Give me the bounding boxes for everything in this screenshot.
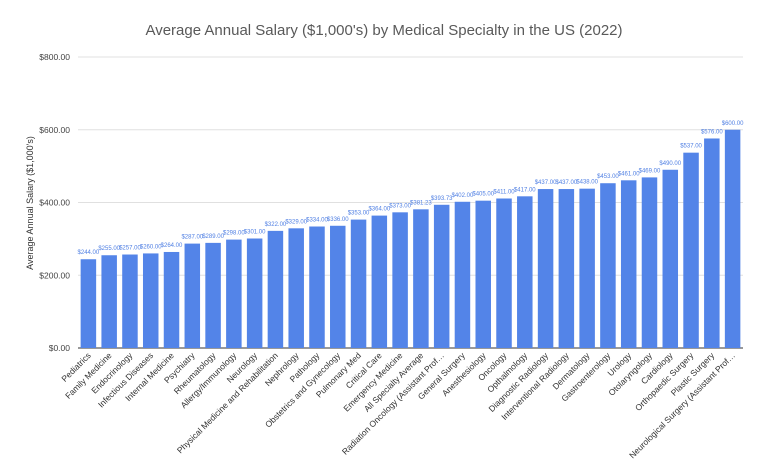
bar xyxy=(122,254,138,348)
data-label: $244.00 xyxy=(78,250,100,256)
bar xyxy=(246,238,263,348)
data-label: $600.00 xyxy=(722,121,744,127)
bar xyxy=(350,219,367,348)
data-label: $336.00 xyxy=(327,217,349,223)
bar xyxy=(641,177,658,348)
data-label: $469.00 xyxy=(639,168,661,174)
data-label: $437.00 xyxy=(535,180,557,186)
data-label: $417.00 xyxy=(514,187,536,193)
bar xyxy=(558,189,575,348)
data-label: $329.00 xyxy=(285,219,307,225)
bar xyxy=(413,209,429,348)
bar xyxy=(724,129,741,348)
bar xyxy=(226,239,242,348)
bar xyxy=(454,201,471,348)
data-label: $257.00 xyxy=(119,246,141,252)
data-label: $289.00 xyxy=(202,234,224,240)
bar xyxy=(267,230,284,348)
data-label: $405.00 xyxy=(472,192,494,198)
bar xyxy=(80,259,97,348)
bar xyxy=(475,200,491,348)
data-label: $260.00 xyxy=(140,244,162,250)
data-label: $364.00 xyxy=(368,207,390,213)
bar xyxy=(184,243,201,348)
data-label: $353.00 xyxy=(348,211,370,217)
bar xyxy=(309,226,325,348)
data-label: $255.00 xyxy=(98,246,120,252)
data-label: $402.00 xyxy=(452,193,474,199)
data-label: $393.73 xyxy=(431,196,453,202)
data-label: $453.00 xyxy=(597,174,619,180)
data-label: $576.00 xyxy=(701,129,723,135)
data-label: $437.00 xyxy=(556,180,578,186)
data-label: $301.00 xyxy=(244,230,266,236)
data-label: $461.00 xyxy=(618,171,640,177)
data-label: $381.23 xyxy=(410,200,432,206)
bar xyxy=(330,225,346,348)
bar xyxy=(517,196,533,348)
data-label: $537.00 xyxy=(680,144,702,150)
data-label: $438.00 xyxy=(576,180,598,186)
bar xyxy=(683,152,699,348)
bar xyxy=(579,188,595,348)
bar xyxy=(142,253,159,348)
data-label: $334.00 xyxy=(306,218,328,224)
data-label: $322.00 xyxy=(265,222,287,228)
y-tick-label: $600.00 xyxy=(39,125,70,135)
y-tick-label: $400.00 xyxy=(39,198,70,208)
bar xyxy=(537,189,554,348)
bar xyxy=(101,255,117,348)
data-label: $264.00 xyxy=(161,243,183,249)
bar xyxy=(163,251,180,348)
y-tick-label: $800.00 xyxy=(39,52,70,62)
data-label: $287.00 xyxy=(181,235,203,241)
chart-title: Average Annual Salary ($1,000's) by Medi… xyxy=(145,22,622,39)
bar xyxy=(392,212,408,348)
bar xyxy=(704,138,720,348)
y-tick-label: $0.00 xyxy=(49,343,71,353)
data-label: $373.00 xyxy=(389,203,411,209)
bar xyxy=(620,180,637,348)
bar xyxy=(496,198,512,348)
y-tick-label: $200.00 xyxy=(39,270,70,280)
data-label: $490.00 xyxy=(659,161,681,167)
data-label: $298.00 xyxy=(223,231,245,237)
y-axis-label: Average Annual Salary ($1,000's) xyxy=(25,136,35,270)
bar xyxy=(205,242,221,348)
bar xyxy=(288,228,304,348)
bar xyxy=(662,169,679,348)
bar xyxy=(433,204,450,348)
data-label: $411.00 xyxy=(493,189,515,195)
bar xyxy=(371,215,388,348)
bar xyxy=(600,183,616,348)
